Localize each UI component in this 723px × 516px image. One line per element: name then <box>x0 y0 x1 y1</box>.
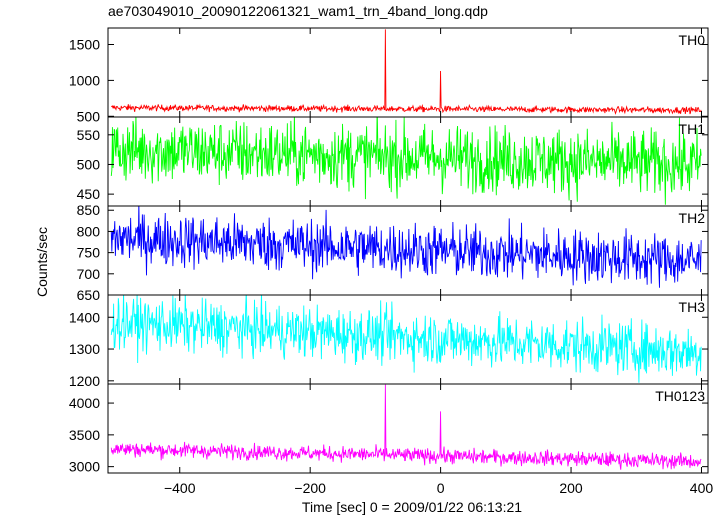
y-axis-label: Counts/sec <box>34 227 50 297</box>
y-tick-label: 1400 <box>69 309 100 325</box>
panel-label-th0: TH0 <box>679 32 706 48</box>
panel-label-th1: TH1 <box>679 121 706 137</box>
panel-th3: 1200 1300 1400 TH3 <box>69 294 709 389</box>
panel-label-th0123: TH0123 <box>655 388 705 404</box>
y-tick-label: 700 <box>77 266 101 282</box>
series-line-th3 <box>110 295 702 383</box>
y-tick-label: 500 <box>77 156 101 172</box>
panel-th0: 500 1000 1500 TH0 <box>69 27 709 124</box>
y-tick-label: 450 <box>77 186 101 202</box>
panel-frame <box>107 383 709 474</box>
y-tick-label: 1000 <box>69 72 100 88</box>
panel-label-th2: TH2 <box>679 210 706 226</box>
y-tick-label: 1500 <box>69 37 100 53</box>
y-tick-label: 3000 <box>69 459 100 475</box>
series-line-th1 <box>110 117 702 205</box>
panel-frame <box>107 27 709 118</box>
x-tick-label: 400 <box>690 480 714 496</box>
panel-th2: 650 700 750 800 850 TH2 <box>77 202 709 303</box>
panel-th1: 450 500 550 TH1 <box>77 116 709 207</box>
y-tick-label: 650 <box>77 287 101 303</box>
series-line-th2 <box>110 206 702 288</box>
y-tick-label: 800 <box>77 223 101 239</box>
y-tick-label: 3500 <box>69 427 100 443</box>
y-tick-label: 1200 <box>69 373 100 389</box>
y-tick-label: 750 <box>77 245 101 261</box>
x-tick-label: 0 <box>437 480 445 496</box>
y-tick-label: 850 <box>77 202 101 218</box>
x-axis: −400 −200 0 200 400 <box>164 480 713 496</box>
series-line-th0 <box>110 29 702 115</box>
y-tick-label: 4000 <box>69 395 100 411</box>
panel-label-th3: TH3 <box>679 299 706 315</box>
panel-th0123: 3000 3500 4000 TH0123 <box>69 383 709 475</box>
chart-title: ae703049010_20090122061321_wam1_trn_4ban… <box>108 3 488 19</box>
x-tick-label: −200 <box>294 480 326 496</box>
x-tick-label: 200 <box>559 480 583 496</box>
y-tick-label: 500 <box>77 108 101 124</box>
y-tick-label: 550 <box>77 127 101 143</box>
x-tick-label: −400 <box>164 480 196 496</box>
y-tick-label: 1300 <box>69 341 100 357</box>
x-axis-label: Time [sec] 0 = 2009/01/22 06:13:21 <box>302 499 522 515</box>
panels: 500 1000 1500 TH0 450 500 550 TH1 650 700 750 800 85… <box>69 27 709 475</box>
series-line-th0123 <box>110 384 702 470</box>
